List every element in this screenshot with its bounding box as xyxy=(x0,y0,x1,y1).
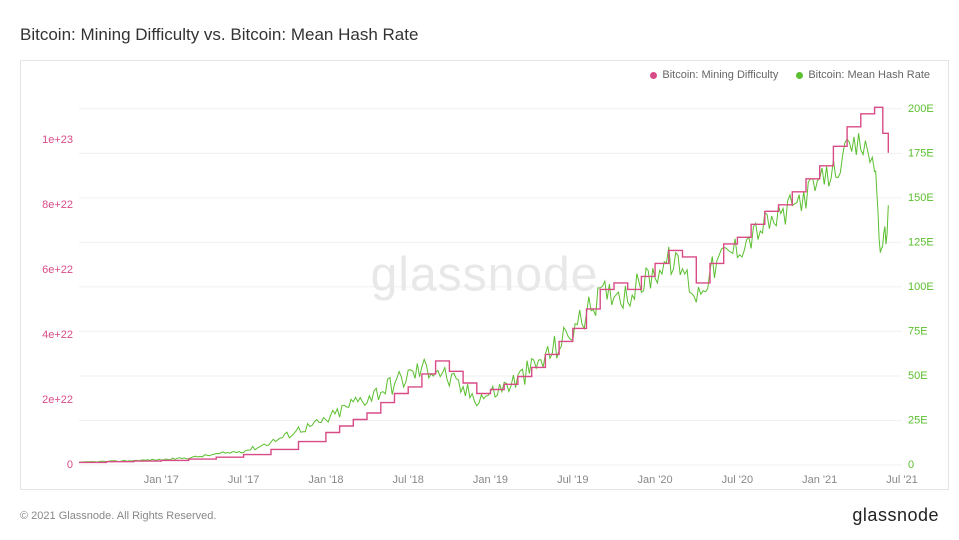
svg-text:Jul '20: Jul '20 xyxy=(722,474,753,486)
svg-text:8e+22: 8e+22 xyxy=(42,199,73,211)
svg-text:75E: 75E xyxy=(908,325,928,337)
svg-text:0: 0 xyxy=(908,459,914,471)
svg-text:Jul '17: Jul '17 xyxy=(228,474,259,486)
legend-label-difficulty: Bitcoin: Mining Difficulty xyxy=(662,69,778,81)
svg-text:Jul '21: Jul '21 xyxy=(886,474,917,486)
svg-text:175E: 175E xyxy=(908,147,934,159)
svg-text:25E: 25E xyxy=(908,414,928,426)
svg-text:1e+23: 1e+23 xyxy=(42,134,73,146)
footer: © 2021 Glassnode. All Rights Reserved. g… xyxy=(20,505,939,526)
svg-text:Jul '18: Jul '18 xyxy=(392,474,423,486)
brand-logo: glassnode xyxy=(852,505,939,526)
legend-item-hashrate: Bitcoin: Mean Hash Rate xyxy=(796,69,930,81)
legend-dot-difficulty xyxy=(650,72,657,79)
chart-svg: 0 2e+22 4e+22 6e+22 8e+22 1e+23 0 25E 50E 75E 100E… xyxy=(21,61,950,491)
chart-title: Bitcoin: Mining Difficulty vs. Bitcoin: … xyxy=(20,25,418,45)
legend: Bitcoin: Mining Difficulty Bitcoin: Mean… xyxy=(650,69,930,81)
svg-text:0: 0 xyxy=(67,459,73,471)
svg-text:125E: 125E xyxy=(908,236,934,248)
svg-text:150E: 150E xyxy=(908,192,934,204)
svg-text:Jan '17: Jan '17 xyxy=(144,474,179,486)
svg-text:Jan '19: Jan '19 xyxy=(473,474,508,486)
chart-area: Bitcoin: Mining Difficulty Bitcoin: Mean… xyxy=(20,60,949,490)
svg-text:4e+22: 4e+22 xyxy=(42,329,73,341)
legend-label-hashrate: Bitcoin: Mean Hash Rate xyxy=(808,69,930,81)
svg-text:200E: 200E xyxy=(908,103,934,115)
svg-text:100E: 100E xyxy=(908,281,934,293)
copyright: © 2021 Glassnode. All Rights Reserved. xyxy=(20,510,216,522)
svg-text:Jan '21: Jan '21 xyxy=(802,474,837,486)
legend-dot-hashrate xyxy=(796,72,803,79)
svg-text:50E: 50E xyxy=(908,370,928,382)
legend-item-difficulty: Bitcoin: Mining Difficulty xyxy=(650,69,778,81)
svg-text:Jan '18: Jan '18 xyxy=(308,474,343,486)
svg-text:Jul '19: Jul '19 xyxy=(557,474,588,486)
svg-text:Jan '20: Jan '20 xyxy=(638,474,673,486)
svg-text:6e+22: 6e+22 xyxy=(42,264,73,276)
svg-text:2e+22: 2e+22 xyxy=(42,394,73,406)
